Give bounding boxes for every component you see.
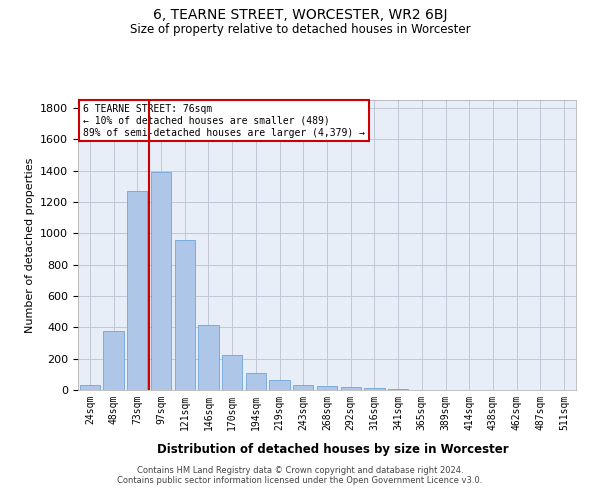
Bar [317, 386, 337, 390]
Bar [388, 389, 408, 390]
Bar [127, 191, 148, 390]
Text: Distribution of detached houses by size in Worcester: Distribution of detached houses by size … [157, 442, 509, 456]
Bar [293, 384, 313, 390]
Bar [80, 386, 100, 390]
Bar [341, 387, 361, 390]
Bar [175, 240, 195, 390]
Bar [222, 354, 242, 390]
Bar [364, 388, 385, 390]
Text: Size of property relative to detached houses in Worcester: Size of property relative to detached ho… [130, 22, 470, 36]
Text: Contains HM Land Registry data © Crown copyright and database right 2024.
Contai: Contains HM Land Registry data © Crown c… [118, 466, 482, 485]
Y-axis label: Number of detached properties: Number of detached properties [25, 158, 35, 332]
Bar [151, 172, 171, 390]
Text: 6 TEARNE STREET: 76sqm
← 10% of detached houses are smaller (489)
89% of semi-de: 6 TEARNE STREET: 76sqm ← 10% of detached… [83, 104, 365, 138]
Bar [269, 380, 290, 390]
Bar [246, 373, 266, 390]
Text: 6, TEARNE STREET, WORCESTER, WR2 6BJ: 6, TEARNE STREET, WORCESTER, WR2 6BJ [153, 8, 447, 22]
Bar [199, 325, 218, 390]
Bar [103, 331, 124, 390]
